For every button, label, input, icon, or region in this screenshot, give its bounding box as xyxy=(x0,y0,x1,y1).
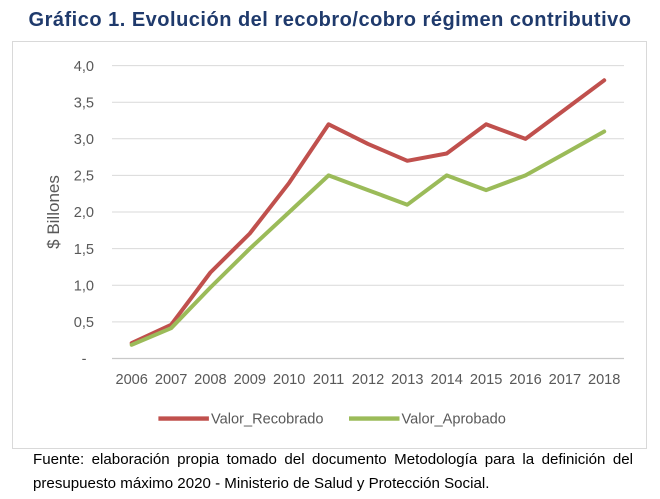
svg-text:2013: 2013 xyxy=(391,372,423,388)
svg-text:3,5: 3,5 xyxy=(74,95,94,111)
svg-text:$ Billones: $ Billones xyxy=(44,175,63,249)
svg-text:2018: 2018 xyxy=(588,372,620,388)
svg-text:-: - xyxy=(82,352,87,368)
svg-text:2011: 2011 xyxy=(313,372,344,388)
svg-text:0,5: 0,5 xyxy=(74,315,94,331)
svg-text:2015: 2015 xyxy=(470,372,502,388)
svg-text:2014: 2014 xyxy=(430,372,462,388)
svg-text:Valor_Recobrado: Valor_Recobrado xyxy=(211,412,324,428)
svg-text:2,0: 2,0 xyxy=(74,205,94,221)
svg-text:Valor_Aprobado: Valor_Aprobado xyxy=(402,412,506,428)
svg-text:2007: 2007 xyxy=(155,372,187,388)
svg-text:2017: 2017 xyxy=(549,372,581,388)
svg-text:2009: 2009 xyxy=(234,372,266,388)
svg-text:2,5: 2,5 xyxy=(74,169,94,185)
svg-text:4,0: 4,0 xyxy=(74,59,94,75)
svg-text:2010: 2010 xyxy=(273,372,305,388)
svg-text:2012: 2012 xyxy=(352,372,384,388)
svg-text:2016: 2016 xyxy=(509,372,541,388)
svg-text:3,0: 3,0 xyxy=(74,132,94,148)
svg-text:1,0: 1,0 xyxy=(74,279,94,295)
svg-text:2008: 2008 xyxy=(194,372,226,388)
svg-text:2006: 2006 xyxy=(115,372,147,388)
svg-text:1,5: 1,5 xyxy=(74,242,94,258)
